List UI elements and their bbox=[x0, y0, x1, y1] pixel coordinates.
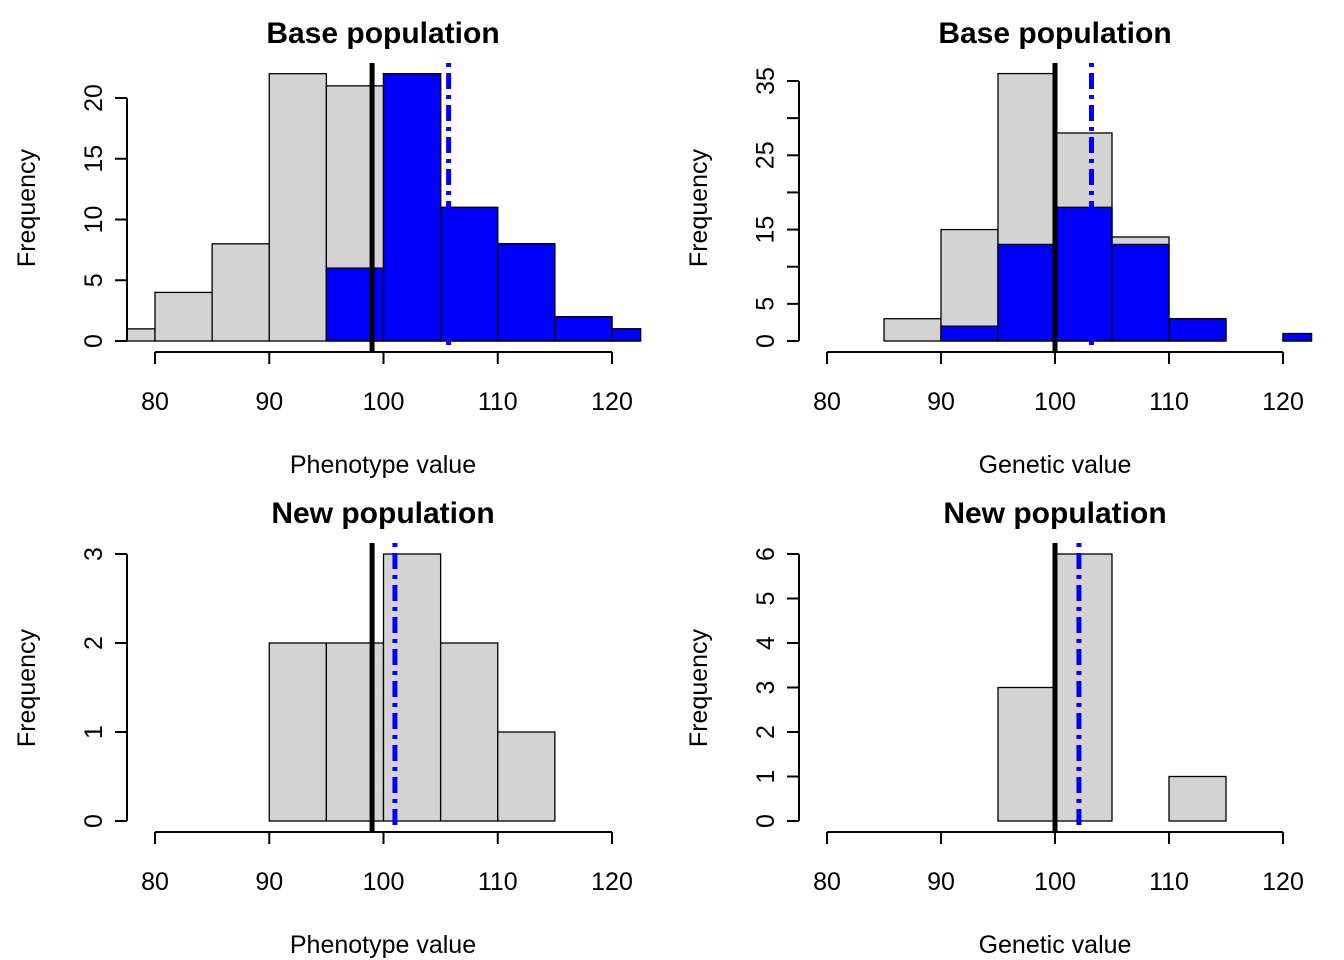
x-tick-label: 100 bbox=[363, 868, 405, 896]
histogram-bar-all bbox=[268, 642, 328, 822]
y-tick-label: 20 bbox=[80, 84, 108, 112]
x-tick-label: 100 bbox=[1034, 388, 1076, 416]
histogram-bar-selected bbox=[554, 316, 613, 342]
x-tick-label: 110 bbox=[1149, 868, 1189, 896]
y-tick-label: 5 bbox=[752, 592, 780, 606]
y-tick-label: 6 bbox=[752, 547, 780, 561]
y-tick-label: 0 bbox=[80, 334, 108, 348]
y-tick-label: 25 bbox=[752, 141, 780, 169]
histogram-bar-all bbox=[997, 686, 1056, 822]
panel-3: 80 90 100 110 120 0 1 2 3 New population Phenotype… bbox=[13, 497, 633, 959]
histogram-bar-all bbox=[126, 328, 156, 342]
y-tick-label: 0 bbox=[752, 814, 780, 828]
y-axis-label: Frequency bbox=[13, 148, 41, 267]
chart-title: New population bbox=[271, 497, 494, 530]
y-tick-label: 5 bbox=[752, 297, 780, 311]
y-axis-label: Frequency bbox=[685, 148, 713, 267]
histogram-bar-selected bbox=[1054, 206, 1113, 342]
x-tick-label: 120 bbox=[591, 868, 633, 896]
x-tick-label: 80 bbox=[141, 388, 169, 416]
histogram-bar-selected bbox=[611, 328, 642, 342]
histogram-bar-all bbox=[497, 731, 556, 822]
histogram-bar-selected bbox=[497, 243, 556, 342]
panel-1: 80 90 100 110 120 0 5 10 15 20 Base population Phen… bbox=[13, 17, 642, 479]
y-tick-label: 5 bbox=[80, 273, 108, 287]
y-tick-label: 0 bbox=[80, 814, 108, 828]
y-tick-label: 2 bbox=[80, 636, 108, 650]
chart-title: Base population bbox=[266, 17, 499, 50]
histogram-bar-selected bbox=[382, 73, 442, 342]
histogram-bar-selected bbox=[325, 267, 385, 342]
histogram-bar-all bbox=[883, 318, 942, 342]
y-tick-label: 4 bbox=[752, 636, 780, 650]
x-tick-label: 110 bbox=[1149, 388, 1189, 416]
x-tick-label: 100 bbox=[1034, 868, 1076, 896]
y-tick-label: 15 bbox=[80, 145, 108, 173]
panel-2: 80 90 100 110 120 0 5 15 25 35 Base population Gene… bbox=[685, 17, 1313, 479]
y-tick-label: 3 bbox=[80, 547, 108, 561]
x-tick-label: 90 bbox=[927, 868, 955, 896]
x-tick-label: 120 bbox=[1262, 388, 1304, 416]
y-tick-label: 2 bbox=[752, 725, 780, 739]
histogram-bar-selected bbox=[997, 243, 1056, 342]
histogram-bar-all bbox=[439, 642, 499, 822]
histogram-bar-selected bbox=[940, 325, 999, 342]
histogram-bar-all bbox=[1054, 553, 1113, 822]
chart-title: New population bbox=[943, 497, 1166, 530]
histogram-bar-selected bbox=[1168, 318, 1227, 342]
x-tick-label: 120 bbox=[1262, 868, 1304, 896]
y-tick-label: 10 bbox=[80, 206, 108, 234]
x-tick-label: 80 bbox=[813, 388, 841, 416]
x-tick-label: 110 bbox=[478, 868, 518, 896]
x-tick-label: 110 bbox=[478, 388, 518, 416]
x-tick-label: 100 bbox=[363, 388, 405, 416]
y-tick-label: 1 bbox=[752, 770, 780, 784]
x-tick-label: 90 bbox=[927, 388, 955, 416]
chart-title: Base population bbox=[938, 17, 1171, 50]
histogram-bar-all bbox=[268, 73, 328, 342]
y-tick-label: 0 bbox=[752, 334, 780, 348]
histogram-bar-selected bbox=[1111, 243, 1170, 342]
histogram-bar-all bbox=[940, 228, 999, 342]
y-tick-label: 35 bbox=[752, 67, 780, 95]
histogram-bar-all bbox=[1168, 775, 1227, 822]
y-tick-label: 1 bbox=[80, 725, 108, 739]
x-tick-label: 90 bbox=[255, 868, 283, 896]
x-tick-label: 90 bbox=[255, 388, 283, 416]
y-tick-label: 15 bbox=[752, 216, 780, 244]
x-axis-label: Genetic value bbox=[979, 931, 1132, 959]
x-axis-label: Phenotype value bbox=[290, 451, 476, 479]
histogram-bar-all bbox=[211, 243, 270, 342]
histogram-bar-all bbox=[382, 553, 442, 822]
y-tick-label: 3 bbox=[752, 681, 780, 695]
y-axis-label: Frequency bbox=[13, 628, 41, 747]
x-tick-label: 120 bbox=[591, 388, 633, 416]
x-tick-label: 80 bbox=[141, 868, 169, 896]
histogram-bar-all bbox=[325, 642, 385, 822]
x-axis-label: Genetic value bbox=[979, 451, 1132, 479]
panel-4: 80 90 100 110 120 0 1 2 3 4 5 6 New population Geneti… bbox=[685, 497, 1304, 959]
x-tick-label: 80 bbox=[813, 868, 841, 896]
histogram-bar-all bbox=[154, 291, 213, 342]
histogram-bar-selected bbox=[1282, 332, 1313, 342]
x-axis-label: Phenotype value bbox=[290, 931, 476, 959]
y-axis-label: Frequency bbox=[685, 628, 713, 747]
